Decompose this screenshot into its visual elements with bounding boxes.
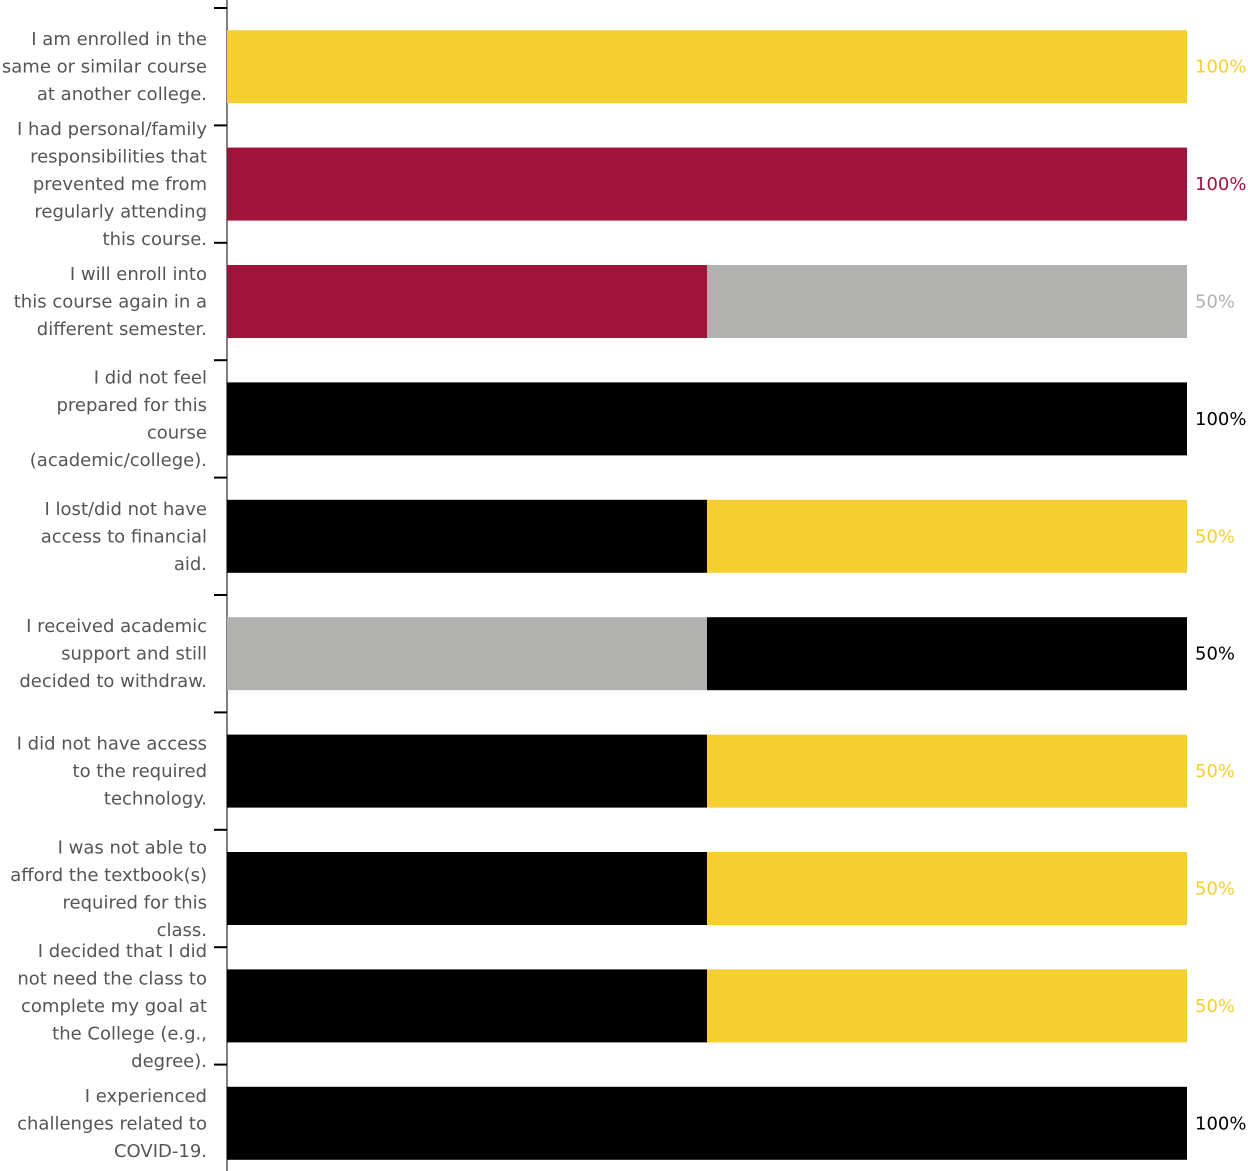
bar-segment <box>227 969 707 1043</box>
bar-group: I will enroll into this course again in a… <box>14 264 1235 340</box>
category-label: I did not feel prepared for this course (ac… <box>30 368 207 472</box>
bar-segment <box>707 617 1187 691</box>
bar-segment <box>227 734 707 808</box>
category-label-line: prevented me from <box>33 174 207 195</box>
bar-group: I experienced challenges related to COVID-… <box>17 1086 1246 1162</box>
category-label: I was not able to afford the textbook(s) r… <box>10 837 207 941</box>
bar-end-label: 100% <box>1195 1113 1246 1134</box>
category-label-line: same or similar course <box>2 57 207 78</box>
bar-segment <box>227 617 707 691</box>
category-label-line: I had personal/family <box>17 119 207 140</box>
category-label-line: prepared for this <box>56 395 207 416</box>
category-label: I decided that I did not need the class t… <box>17 941 207 1072</box>
category-label-line: challenges related to <box>17 1113 207 1134</box>
category-label-line: I will enroll into <box>70 264 207 285</box>
bar-segment <box>707 265 1187 338</box>
category-label-line: required for this <box>63 892 207 913</box>
bar-end-label: 50% <box>1195 879 1235 900</box>
bar-group: I was not able to afford the textbook(s) r… <box>10 837 1235 941</box>
category-label-line: COVID-19. <box>114 1141 207 1162</box>
category-label-line: aid. <box>174 554 207 575</box>
bar-segment <box>227 265 707 338</box>
bar-end-label: 50% <box>1195 996 1235 1017</box>
category-label-line: access to financial <box>41 526 207 547</box>
category-label: I had personal/family responsibilities th… <box>17 119 207 250</box>
category-label: I am enrolled in the same or similar cour… <box>2 29 207 105</box>
category-label-line: I lost/did not have <box>45 499 207 520</box>
bar-segment <box>707 852 1187 925</box>
category-label-line: decided to withdraw. <box>19 671 207 692</box>
category-label-line: complete my goal at <box>21 996 207 1017</box>
category-label-line: I decided that I did <box>38 941 207 962</box>
category-label-line: the College (e.g., <box>52 1023 207 1044</box>
bar-segment <box>227 852 707 925</box>
bar-group: I had personal/family responsibilities th… <box>17 119 1246 250</box>
category-label-line: I am enrolled in the <box>31 29 207 50</box>
category-label: I did not have access to the required tech… <box>17 734 207 810</box>
bar-group: I did not feel prepared for this course (ac… <box>30 368 1247 472</box>
bar-group: I decided that I did not need the class t… <box>17 941 1235 1072</box>
bar-segment <box>227 382 1187 456</box>
category-label-line: degree). <box>131 1051 207 1072</box>
category-label-line: I was not able to <box>58 837 207 858</box>
category-label-line: (academic/college). <box>30 450 207 471</box>
category-label-line: different semester. <box>37 319 207 340</box>
category-label-line: not need the class to <box>17 968 207 989</box>
bar-end-label: 50% <box>1195 761 1235 782</box>
category-label: I lost/did not have access to financial ai… <box>41 499 207 575</box>
category-label: I will enroll into this course again in a… <box>14 264 207 340</box>
bar-segment <box>707 734 1187 808</box>
category-label-line: regularly attending <box>34 202 207 223</box>
bar-group: I lost/did not have access to financial ai… <box>41 499 1235 575</box>
category-label-line: at another college. <box>37 84 207 105</box>
bar-group: I am enrolled in the same or similar cour… <box>2 29 1247 105</box>
bar-end-label: 100% <box>1195 57 1246 78</box>
category-label-line: class. <box>157 920 207 941</box>
bar-end-label: 50% <box>1195 292 1235 313</box>
bar-end-label: 100% <box>1195 174 1246 195</box>
category-label-line: I did not have access <box>17 734 207 755</box>
bar-group: I received academic support and still deci… <box>19 616 1235 692</box>
bar-end-label: 100% <box>1195 409 1246 430</box>
category-label-line: technology. <box>104 789 207 810</box>
category-label-line: to the required <box>73 761 207 782</box>
category-label-line: this course. <box>103 229 207 250</box>
bar-end-label: 50% <box>1195 526 1235 547</box>
category-label-line: afford the textbook(s) <box>10 865 207 886</box>
bar-segment <box>227 1086 1187 1160</box>
bar-segment <box>707 499 1187 573</box>
bar-end-label: 50% <box>1195 644 1235 665</box>
bar-segment <box>227 147 1187 221</box>
bar-group: I did not have access to the required tech… <box>17 734 1235 810</box>
category-label-line: this course again in a <box>14 292 207 313</box>
category-label: I experienced challenges related to COVID-… <box>17 1086 207 1162</box>
category-label-line: course <box>147 423 207 444</box>
bar-segment <box>227 499 707 573</box>
category-label-line: I experienced <box>85 1086 207 1107</box>
category-label-line: support and still <box>61 644 207 665</box>
bar-segment <box>707 969 1187 1043</box>
category-label-line: responsibilities that <box>30 147 207 168</box>
category-label-line: I received academic <box>26 616 207 637</box>
category-label: I received academic support and still deci… <box>19 616 207 692</box>
category-label-line: I did not feel <box>94 368 207 389</box>
bar-segment <box>227 30 1187 104</box>
